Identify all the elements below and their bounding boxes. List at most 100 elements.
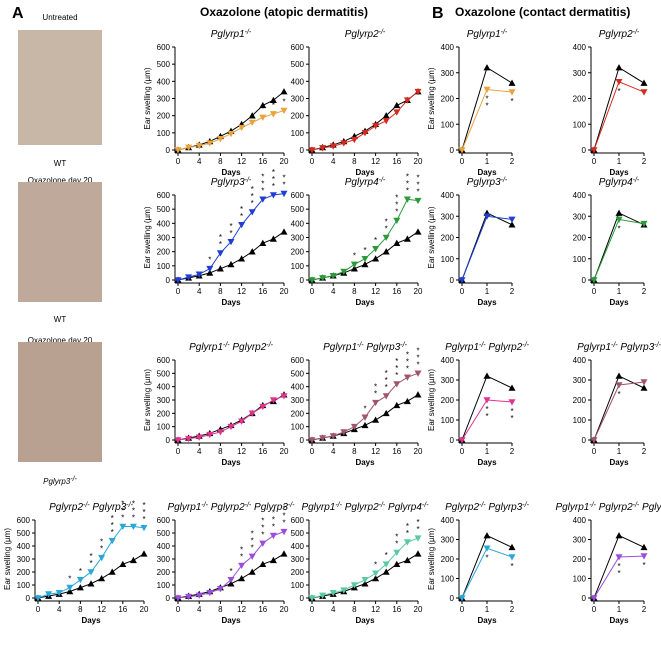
data-point	[372, 570, 380, 577]
y-tick-label: 400	[441, 43, 455, 52]
data-point	[185, 274, 193, 281]
significance: * * *	[272, 509, 275, 532]
data-point	[340, 268, 348, 275]
x-tick-label: 0	[36, 605, 41, 614]
data-point	[361, 414, 369, 421]
x-tick-label: 2	[510, 447, 515, 456]
data-point	[319, 435, 327, 442]
y-tick-label: 0	[450, 146, 455, 155]
y-tick-label: 0	[582, 436, 587, 445]
data-point	[483, 213, 491, 220]
significance: *	[617, 87, 620, 96]
data-point	[615, 532, 623, 539]
x-axis-label: Days	[355, 458, 375, 467]
chart: Pglyrp1-/- Pglyrp2-/- 0 100 200 300 400 0 1 2 Day…	[427, 342, 530, 468]
data-point	[483, 545, 491, 552]
data-point	[76, 584, 84, 591]
y-tick-label: 500	[157, 529, 171, 538]
x-axis-label: Days	[221, 298, 241, 307]
y-tick-label: 500	[291, 369, 305, 378]
x-tick-label: 2	[642, 447, 647, 456]
x-tick-label: 12	[237, 157, 246, 166]
y-tick-label: 0	[300, 276, 305, 285]
data-point	[195, 271, 203, 278]
x-tick-label: 8	[352, 447, 357, 456]
y-tick-label: 100	[17, 581, 31, 590]
data-point	[319, 592, 327, 599]
data-point	[508, 384, 516, 391]
significance: * *	[385, 218, 388, 234]
data-point	[393, 560, 401, 567]
data-point	[640, 379, 648, 386]
data-point	[361, 130, 369, 137]
x-axis-label: Days	[355, 616, 375, 625]
x-tick-label: 0	[460, 447, 465, 456]
data-point	[248, 553, 256, 560]
photo-caption: Oxazolone day 20	[28, 336, 93, 345]
y-tick-label: 600	[17, 516, 31, 525]
chart: Pglyrp1-/- Pglyrp2-/- Pglyrp4-/-01002003…	[291, 502, 430, 626]
y-tick-label: 400	[441, 516, 455, 525]
x-axis-label: Days	[355, 298, 375, 307]
y-tick-label: 500	[157, 60, 171, 69]
data-point	[227, 423, 235, 431]
y-tick-label: 100	[441, 575, 455, 584]
data-point	[280, 88, 288, 95]
significance: * * *	[261, 172, 264, 195]
data-point	[227, 238, 235, 246]
significance: * *	[406, 522, 409, 538]
data-point	[483, 86, 491, 93]
data-point	[458, 147, 466, 154]
data-point	[458, 277, 466, 284]
y-axis-label: Ear swelling (µm)	[3, 528, 12, 590]
data-point	[185, 435, 193, 443]
y-tick-label: 0	[582, 276, 587, 285]
data-point	[403, 539, 411, 546]
x-tick-label: 20	[414, 605, 423, 614]
data-point	[340, 587, 348, 594]
x-tick-label: 12	[371, 157, 380, 166]
x-tick-label: 20	[140, 605, 149, 614]
y-tick-label: 400	[573, 516, 587, 525]
data-point	[403, 235, 411, 242]
data-point	[350, 423, 358, 431]
data-point	[76, 577, 84, 584]
x-tick-label: 0	[176, 157, 181, 166]
x-tick-label: 1	[485, 447, 490, 456]
x-tick-label: 8	[352, 605, 357, 614]
significance: * *	[240, 205, 243, 221]
x-tick-label: 16	[392, 605, 401, 614]
significance: *	[363, 404, 366, 413]
y-tick-label: 0	[450, 594, 455, 603]
data-point	[216, 250, 224, 257]
data-point	[372, 255, 380, 262]
y-tick-label: 300	[291, 95, 305, 104]
y-tick-label: 300	[291, 555, 305, 564]
x-tick-label: 0	[176, 605, 181, 614]
data-point	[216, 586, 224, 593]
data-point	[615, 216, 623, 223]
data-point	[329, 272, 337, 280]
x-axis-label: Days	[221, 168, 241, 177]
x-tick-label: 20	[414, 157, 423, 166]
x-tick-label: 0	[176, 447, 181, 456]
data-point	[206, 431, 214, 439]
data-point	[129, 523, 137, 530]
x-tick-label: 16	[258, 605, 267, 614]
y-tick-label: 0	[166, 146, 171, 155]
series-line	[311, 198, 419, 281]
y-tick-label: 300	[441, 536, 455, 545]
x-tick-label: 0	[460, 605, 465, 614]
data-point	[206, 269, 214, 276]
y-tick-label: 0	[300, 594, 305, 603]
chart: Pglyrp1-/- 0 100 200 300 400 500 600 0 4 8 12 16 20 Da…	[143, 29, 289, 178]
x-tick-label: 0	[176, 287, 181, 296]
data-point	[238, 562, 246, 569]
significance: * * *	[132, 500, 135, 523]
y-tick-label: 300	[157, 396, 171, 405]
significance: * * *	[395, 357, 398, 380]
data-point	[140, 525, 148, 532]
data-point	[195, 592, 203, 599]
data-point	[227, 260, 235, 268]
y-tick-label: 200	[157, 248, 171, 257]
